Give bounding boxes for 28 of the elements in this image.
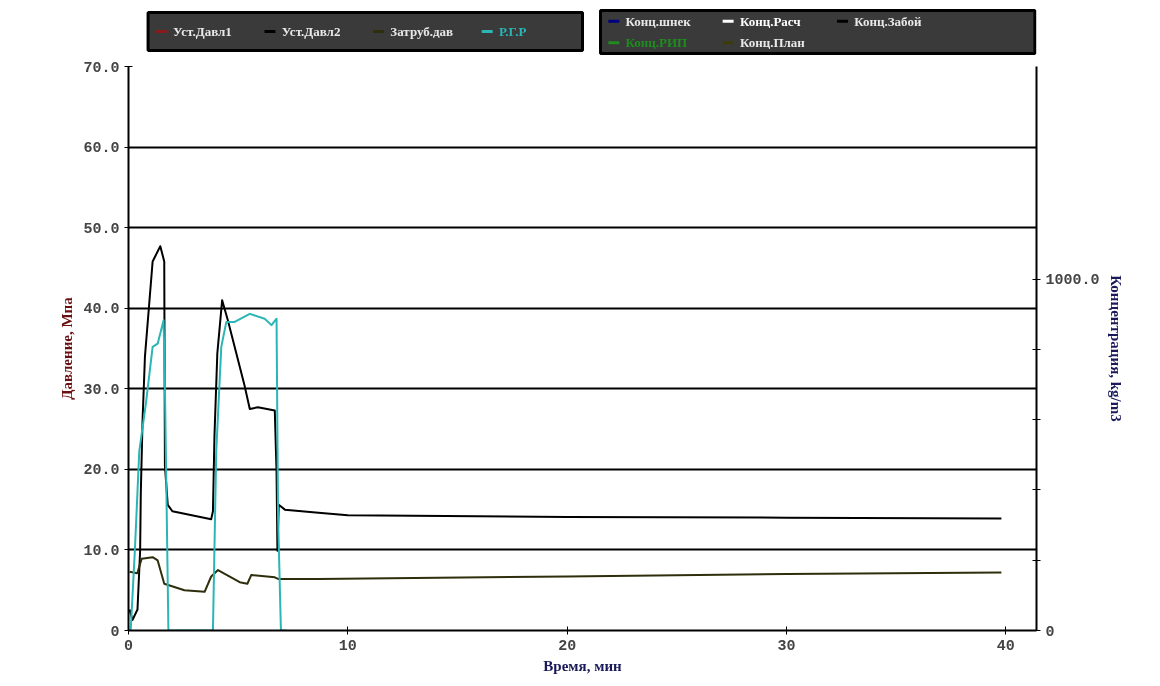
legend-label: Р.Г.Р [498, 24, 527, 39]
legend-label: Уст.Давл2 [281, 24, 341, 39]
legend-label: Затруб.дав [390, 24, 454, 39]
y2-axis-title: Концентрация, kg/m3 [1107, 275, 1124, 422]
legend-label: Конц.РИП [625, 35, 688, 51]
x-tick-label: 0 [124, 637, 134, 655]
y2-tick-label: 1000.0 [1045, 272, 1100, 290]
legend-label: Конц.План [739, 35, 806, 51]
y-axis-title: Давление, Мпа [59, 296, 76, 400]
y2-tick-label: 0 [1045, 623, 1055, 641]
y-tick-label: 50.0 [83, 220, 120, 238]
x-tick-label: 40 [996, 637, 1015, 655]
legend-label: Конц.Забой [854, 13, 922, 29]
x-tick-label: 10 [338, 637, 357, 655]
y-tick-label: 70.0 [83, 59, 120, 77]
y-tick-label: 0 [110, 623, 120, 641]
y-tick-label: 20.0 [83, 462, 120, 480]
legend-label: Конц.Расч [739, 13, 801, 29]
y-tick-label: 60.0 [83, 140, 120, 158]
y-tick-label: 10.0 [83, 542, 120, 560]
x-tick-label: 20 [558, 637, 577, 655]
x-tick-label: 30 [777, 637, 796, 655]
line-series [128, 556, 1003, 593]
y-tick-label: 30.0 [83, 381, 120, 399]
legend-label: Конц.шнек [625, 13, 692, 29]
y-tick-label: 40.0 [83, 301, 120, 319]
legend-label: Уст.Давл1 [173, 24, 232, 39]
x-axis-title: Время, мин [543, 657, 623, 674]
